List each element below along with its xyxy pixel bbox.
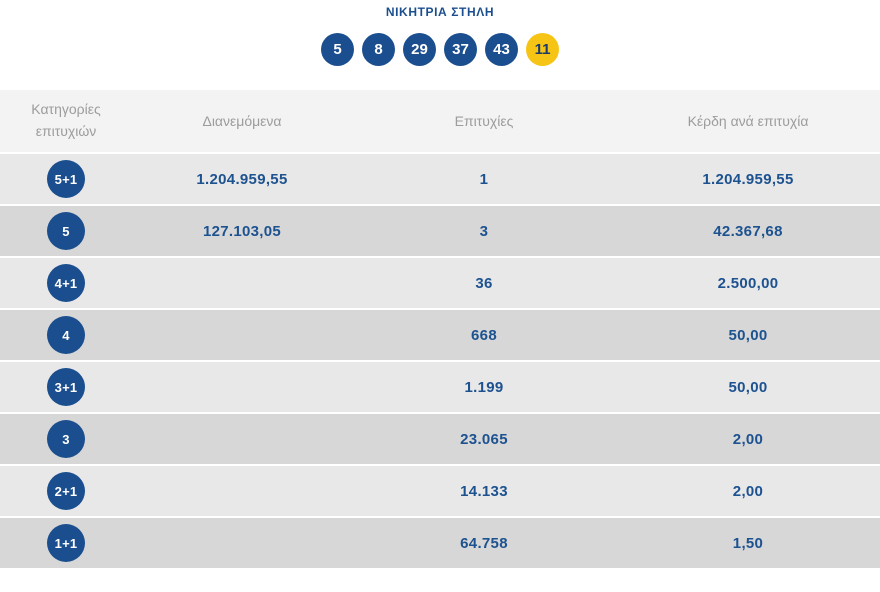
table-row: 4 668 50,00 [0, 310, 880, 362]
winners-count: 36 [475, 274, 493, 292]
winners-count: 1 [479, 170, 489, 188]
winning-number-ball: 5 [321, 33, 354, 66]
winning-column-section: ΝΙΚΗΤΡΙΑ ΣΤΗΛΗ 5 8 29 37 43 11 [0, 0, 880, 66]
header-distributed: Διανεμόμενα [202, 113, 282, 129]
category-badge: 4 [47, 316, 85, 354]
prize-per-winner: 50,00 [728, 326, 768, 344]
prize-per-winner: 2.500,00 [717, 274, 779, 292]
prize-per-winner: 2,00 [732, 482, 764, 500]
winners-count: 1.199 [464, 378, 504, 396]
category-badge: 5 [47, 212, 85, 250]
winning-column-title: ΝΙΚΗΤΡΙΑ ΣΤΗΛΗ [385, 5, 495, 19]
prize-tiers-table: Κατηγορίες επιτυχιών Διανεμόμενα Επιτυχί… [0, 90, 880, 570]
distributed-amount: 1.204.959,55 [196, 170, 288, 188]
table-row: 4+1 36 2.500,00 [0, 258, 880, 310]
prize-per-winner: 2,00 [732, 430, 764, 448]
table-row: 1+1 64.758 1,50 [0, 518, 880, 570]
category-badge: 1+1 [47, 524, 85, 562]
winners-count: 668 [471, 326, 497, 344]
prize-per-winner: 42.367,68 [713, 222, 783, 240]
table-row: 5 127.103,05 3 42.367,68 [0, 206, 880, 258]
prize-per-winner: 1,50 [732, 534, 764, 552]
table-body: 5+1 1.204.959,55 1 1.204.959,55 5 127.10… [0, 154, 880, 570]
header-winners: Επιτυχίες [454, 113, 514, 129]
category-badge: 4+1 [47, 264, 85, 302]
bonus-number-ball: 11 [526, 33, 559, 66]
winning-number-ball: 8 [362, 33, 395, 66]
winners-count: 23.065 [460, 430, 508, 448]
table-row: 3 23.065 2,00 [0, 414, 880, 466]
category-badge: 3+1 [47, 368, 85, 406]
winners-count: 14.133 [460, 482, 508, 500]
category-badge: 3 [47, 420, 85, 458]
table-row: 5+1 1.204.959,55 1 1.204.959,55 [0, 154, 880, 206]
category-badge: 2+1 [47, 472, 85, 510]
winning-numbers-row: 5 8 29 37 43 11 [0, 33, 880, 66]
header-categories: Κατηγορίες επιτυχιών [31, 101, 101, 139]
table-row: 3+1 1.199 50,00 [0, 362, 880, 414]
winners-count: 64.758 [460, 534, 508, 552]
header-prize: Κέρδη ανά επιτυχία [687, 113, 809, 129]
table-row: 2+1 14.133 2,00 [0, 466, 880, 518]
prize-per-winner: 1.204.959,55 [702, 170, 794, 188]
category-badge: 5+1 [47, 160, 85, 198]
winning-number-ball: 43 [485, 33, 518, 66]
table-header-row: Κατηγορίες επιτυχιών Διανεμόμενα Επιτυχί… [0, 90, 880, 154]
distributed-amount: 127.103,05 [202, 222, 282, 240]
winning-number-ball: 37 [444, 33, 477, 66]
winners-count: 3 [479, 222, 489, 240]
winning-number-ball: 29 [403, 33, 436, 66]
prize-per-winner: 50,00 [728, 378, 768, 396]
